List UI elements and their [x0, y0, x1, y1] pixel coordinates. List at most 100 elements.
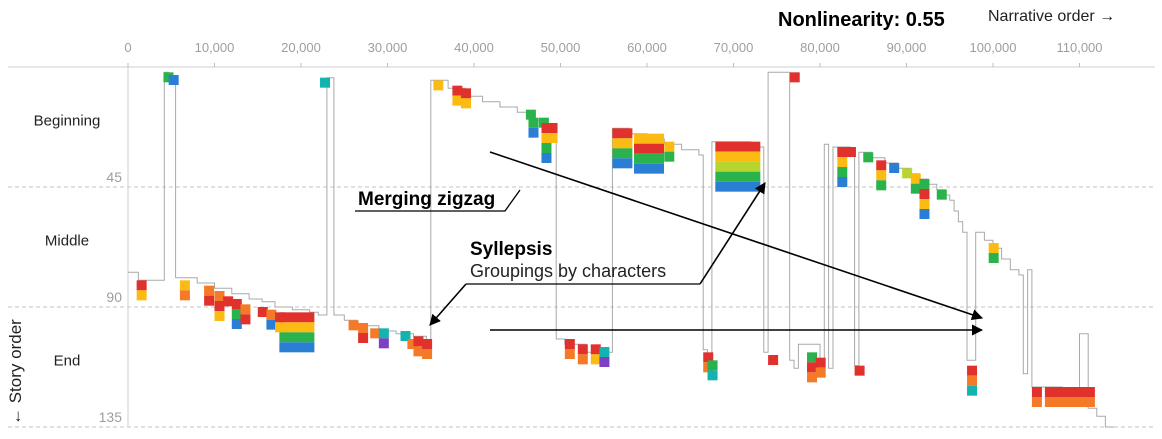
character-band [564, 349, 575, 359]
character-block [204, 285, 215, 306]
character-band [279, 322, 315, 333]
character-band [715, 161, 761, 172]
character-band [815, 367, 826, 378]
character-band [407, 339, 418, 349]
character-block [223, 296, 234, 307]
character-band [910, 183, 921, 194]
character-block [422, 339, 433, 359]
diagonal-arrow [489, 151, 984, 321]
character-block [168, 75, 179, 85]
character-block [528, 117, 539, 138]
character-block [358, 323, 369, 343]
y-tick-label: 90 [106, 289, 122, 305]
x-tick-label: 10,000 [195, 40, 235, 55]
character-band [223, 296, 234, 307]
character-block [936, 189, 947, 200]
character-block [863, 152, 874, 163]
character-band [612, 138, 633, 149]
character-band [807, 352, 818, 363]
character-band [715, 151, 761, 162]
character-band [715, 171, 761, 182]
character-band [358, 323, 369, 333]
x-axis-label: Narrative order → [988, 8, 1115, 25]
character-band [815, 357, 826, 368]
character-band [1044, 387, 1095, 397]
character-band [279, 342, 315, 353]
character-band [612, 128, 633, 139]
character-block [715, 141, 761, 192]
character-block [815, 357, 826, 378]
character-block [407, 339, 418, 349]
character-block [538, 117, 549, 128]
character-band [854, 365, 865, 376]
character-band [703, 352, 714, 363]
character-band [837, 147, 848, 157]
character-block [1031, 387, 1042, 407]
x-axis: 0 10,000 20,000 30,000 40,000 50,000 60,000 70,… [124, 40, 1103, 67]
character-band [837, 157, 848, 167]
character-block [547, 123, 558, 143]
character-band [768, 355, 779, 365]
character-block [612, 128, 633, 169]
character-block [910, 173, 921, 194]
character-band [400, 331, 411, 341]
character-band [528, 117, 539, 128]
character-band [612, 148, 633, 159]
character-band [707, 360, 718, 371]
character-band [528, 127, 539, 138]
character-band [919, 189, 930, 199]
character-band [214, 311, 225, 321]
character-band [422, 339, 433, 349]
character-band [541, 143, 552, 153]
character-band [1031, 387, 1042, 397]
section-label: End [54, 352, 81, 369]
character-band [664, 141, 675, 152]
character-band [876, 170, 887, 181]
character-block [257, 307, 268, 317]
character-band [876, 180, 887, 191]
character-band [378, 328, 389, 339]
character-block [599, 347, 610, 367]
x-tick-label: 20,000 [281, 40, 321, 55]
character-band [320, 77, 331, 88]
character-band [1031, 397, 1042, 407]
character-block [902, 168, 913, 179]
character-band [807, 362, 818, 373]
character-block [541, 123, 552, 163]
character-band [279, 312, 315, 323]
x-tick-label: 100,000 [970, 40, 1017, 55]
character-band [715, 141, 761, 152]
character-block [452, 85, 463, 106]
character-band [837, 167, 848, 177]
character-band [279, 332, 315, 343]
character-block [525, 109, 536, 120]
character-block [876, 160, 887, 191]
section-label: Middle [45, 232, 89, 249]
character-block [807, 352, 818, 383]
character-band [715, 181, 761, 192]
character-band [433, 80, 444, 91]
character-band [707, 370, 718, 381]
character-block [967, 365, 978, 396]
character-block [231, 299, 242, 329]
character-block [634, 133, 665, 174]
character-band [163, 72, 174, 83]
x-tick-label: 90,000 [887, 40, 927, 55]
character-band [807, 372, 818, 383]
y-tick-label: 45 [106, 169, 122, 185]
character-band [266, 309, 277, 320]
character-block [845, 147, 856, 157]
character-band [204, 285, 215, 296]
character-band [179, 290, 190, 301]
character-band [599, 347, 610, 357]
character-block [889, 163, 900, 173]
merging-underline [355, 189, 521, 212]
character-band [413, 346, 424, 357]
character-band [370, 328, 381, 339]
character-band [461, 98, 472, 109]
character-band [1044, 397, 1095, 407]
character-block [240, 304, 251, 325]
character-band [590, 344, 601, 355]
character-band [845, 147, 856, 157]
character-block [461, 88, 472, 109]
